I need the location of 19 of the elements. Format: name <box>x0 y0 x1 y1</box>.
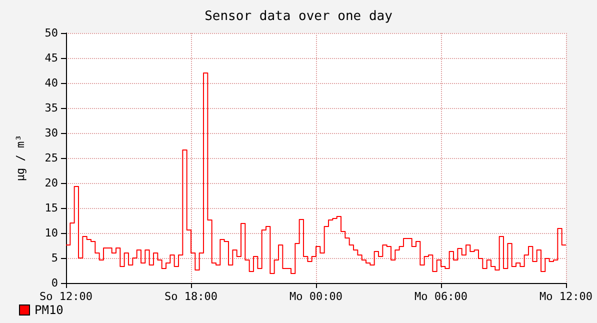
y-tick-label: 10 <box>44 226 58 240</box>
chart-title: Sensor data over one day <box>204 9 393 24</box>
y-tick-label: 45 <box>44 52 58 64</box>
y-tick-label: 0 <box>51 276 58 290</box>
legend-label: PM10 <box>34 303 64 317</box>
y-tick-label: 50 <box>44 26 58 40</box>
y-tick-label: 40 <box>44 76 58 90</box>
y-tick-label: 15 <box>44 202 58 214</box>
x-tick-label: So 12:00 <box>40 290 92 303</box>
y-tick-label: 30 <box>44 126 58 140</box>
y-axis-title: µg / m³ <box>14 134 27 182</box>
x-tick-label: Mo 06:00 <box>414 290 468 303</box>
y-tick-label: 35 <box>44 102 58 114</box>
x-tick-label: Mo 12:00 <box>540 290 592 303</box>
x-tick-label: So 18:00 <box>164 290 218 303</box>
y-tick-label: 25 <box>44 152 58 164</box>
y-tick-label: 20 <box>44 176 58 190</box>
x-tick-label: Mo 00:00 <box>290 290 342 303</box>
y-tick-label: 5 <box>51 252 58 264</box>
